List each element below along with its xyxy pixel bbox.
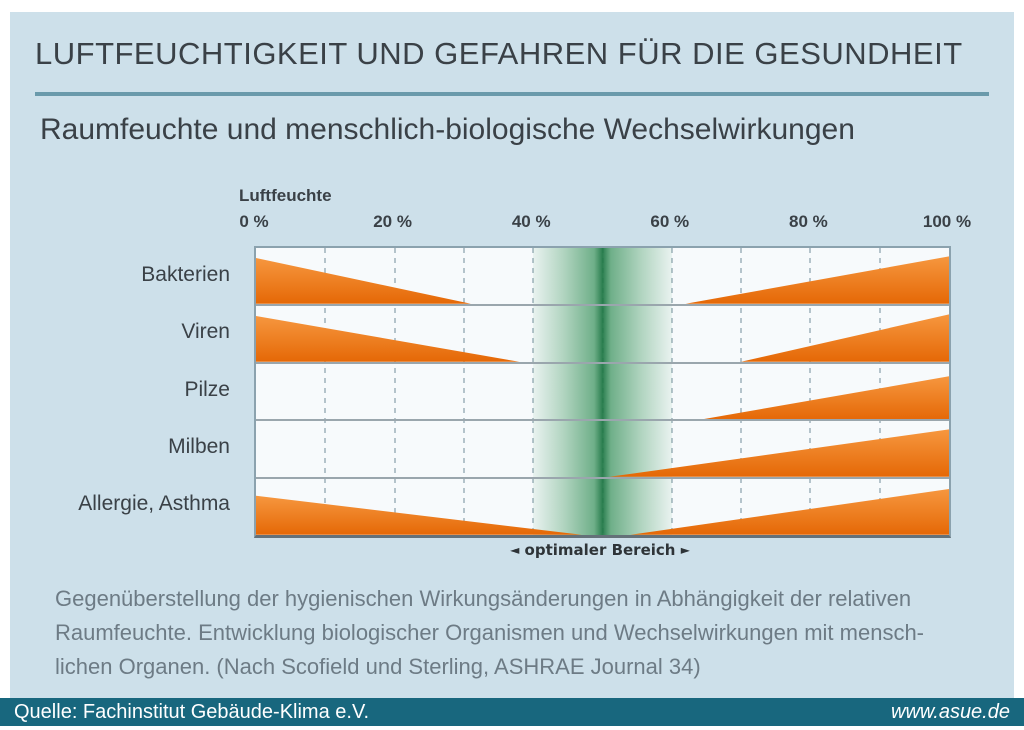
chart-row	[256, 419, 949, 478]
chart-row	[256, 361, 949, 420]
row-label: Milben	[168, 434, 230, 458]
right-arrow-icon: ►	[680, 543, 690, 557]
caption-line: lichen Organen. (Nach Scofield und Sterl…	[55, 654, 701, 679]
risk-wedge-right	[741, 314, 949, 362]
footer-bar: Quelle: Fachinstitut Gebäude-Klima e.V. …	[0, 698, 1024, 726]
main-panel: LUFTFEUCHTIGKEIT UND GEFAHREN FÜR DIE GE…	[10, 12, 1014, 698]
risk-wedge-left	[256, 258, 471, 304]
page-title: LUFTFEUCHTIGKEIT UND GEFAHREN FÜR DIE GE…	[35, 36, 963, 71]
chart-row	[256, 248, 949, 304]
chart-row	[256, 477, 949, 535]
gridline	[740, 248, 743, 535]
optimal-range-band	[533, 248, 672, 535]
title-divider	[35, 92, 989, 96]
x-tick-label: 0 %	[239, 212, 269, 231]
risk-wedge-right	[609, 429, 949, 478]
left-arrow-icon: ◄	[510, 543, 520, 557]
plot-area	[254, 246, 951, 538]
x-tick-label: 80 %	[789, 212, 828, 231]
optimal-range-label: ◄ optimaler Bereich ►	[510, 541, 690, 559]
source-text: Quelle: Fachinstitut Gebäude-Klima e.V.	[14, 700, 370, 723]
optimal-range-text: optimaler Bereich	[524, 541, 676, 559]
gridline	[809, 248, 812, 535]
caption: Gegenüberstellung der hygienischen Wirku…	[55, 582, 924, 684]
x-axis-label: Luftfeuchte	[239, 186, 332, 205]
caption-line: Raumfeuchte. Entwicklung biologischer Or…	[55, 620, 924, 645]
x-tick-label: 20 %	[373, 212, 412, 231]
row-label: Allergie, Asthma	[78, 492, 230, 516]
x-tick-label: 100 %	[922, 212, 972, 231]
row-label: Viren	[181, 320, 230, 344]
row-labels: Bakterien Viren Pilze Milben Allergie, Asthm…	[30, 246, 244, 533]
gridline	[670, 248, 673, 535]
row-label: Pilze	[184, 377, 230, 401]
risk-wedge-right	[699, 375, 949, 420]
risk-wedge-left	[256, 495, 582, 535]
x-tick-label: 60 %	[650, 212, 690, 231]
gridline	[324, 248, 327, 535]
website-text: www.asue.de	[891, 700, 1010, 723]
chart-row	[256, 303, 949, 362]
chart-title: Raumfeuchte und menschlich-biologische W…	[40, 113, 855, 146]
risk-wedge-right	[685, 256, 949, 304]
risk-wedge-left	[256, 315, 520, 362]
risk-wedge-right	[630, 489, 949, 535]
chart-rows	[256, 248, 949, 535]
gridline	[462, 248, 465, 535]
row-label: Bakterien	[141, 262, 230, 286]
caption-line: Gegenüberstellung der hygienischen Wirku…	[55, 586, 912, 611]
x-tick-labels: 0 % 20 % 40 % 60 % 80 % 100 %	[239, 212, 971, 234]
gridline	[393, 248, 396, 535]
x-tick-label: 40 %	[511, 212, 551, 231]
